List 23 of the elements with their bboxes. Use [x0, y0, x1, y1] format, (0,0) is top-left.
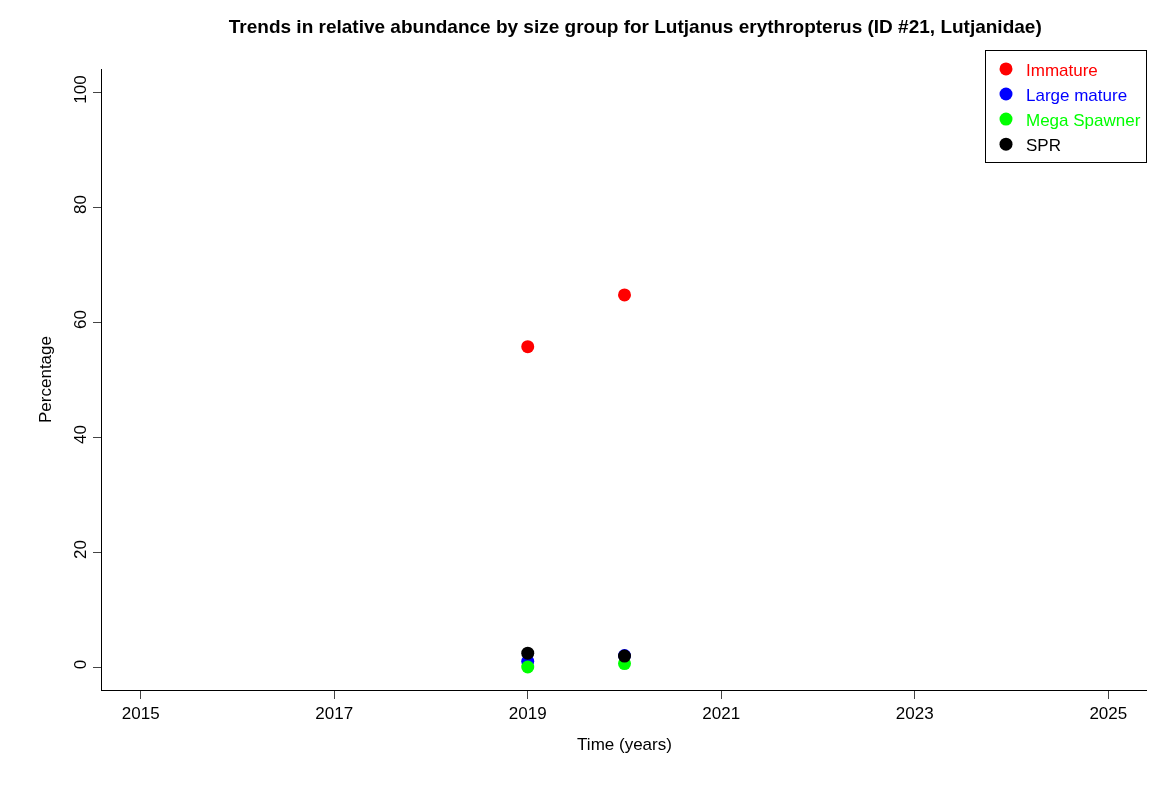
legend-label: SPR [1026, 135, 1061, 155]
chart-title: Trends in relative abundance by size group for Lutjanus erythropterus (ID #21, Lutjanidae) [228, 15, 1042, 37]
x-tick-label: 2019 [508, 704, 547, 724]
point [521, 340, 535, 354]
point [521, 646, 535, 660]
y-tick-label: 40 [71, 424, 91, 444]
y-tick-label: 60 [71, 309, 91, 329]
x-tick-label: 2015 [121, 704, 160, 724]
y-tick-label: 20 [71, 539, 91, 559]
x-tick-label: 2017 [315, 704, 354, 724]
y-tick-label: 100 [71, 75, 91, 104]
y-tick-label: 80 [71, 194, 91, 214]
x-tick-label: 2025 [1089, 704, 1128, 724]
x-axis-title: Time (years) [577, 734, 672, 754]
x-tick-label: 2023 [895, 704, 934, 724]
legend-label: Mega Spawner [1026, 110, 1141, 130]
x-tick-label: 2021 [702, 704, 741, 724]
point [521, 660, 535, 674]
y-tick-label: 0 [71, 659, 91, 670]
y-axis-title: Percentage [35, 336, 55, 423]
legend-label: Large mature [1026, 85, 1128, 105]
legend-label: Immature [1026, 60, 1098, 80]
point [618, 288, 631, 302]
